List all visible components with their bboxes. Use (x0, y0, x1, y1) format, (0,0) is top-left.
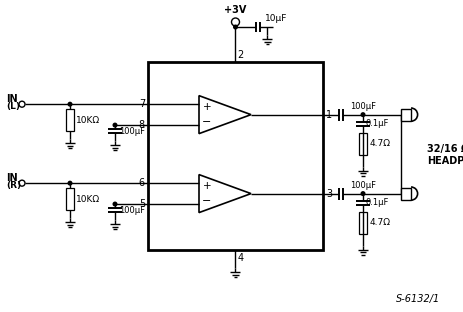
Bar (400, 109, 410, 121)
Text: +: + (202, 102, 211, 112)
Text: (L): (L) (6, 102, 20, 111)
Text: 1: 1 (325, 110, 332, 119)
Bar (358, 212, 366, 234)
Text: 10KΩ: 10KΩ (76, 116, 100, 125)
Text: −: − (202, 196, 211, 206)
Text: IN: IN (6, 173, 18, 183)
Circle shape (113, 202, 117, 206)
Text: +: + (202, 181, 211, 191)
Bar (66, 188, 74, 210)
Text: 4.7Ω: 4.7Ω (369, 139, 390, 148)
Text: 32/16 Ω: 32/16 Ω (426, 144, 463, 154)
Bar (148, 62, 322, 250)
Circle shape (360, 192, 364, 195)
Circle shape (68, 102, 72, 106)
Text: 6: 6 (138, 178, 144, 188)
Text: 10KΩ: 10KΩ (76, 195, 100, 204)
Text: (R): (R) (6, 181, 21, 190)
Text: 0.1μF: 0.1μF (365, 198, 388, 207)
Text: 10μF: 10μF (264, 14, 286, 23)
Text: 4.7Ω: 4.7Ω (369, 218, 390, 227)
Text: +3V: +3V (224, 5, 246, 15)
Text: IN: IN (6, 94, 18, 104)
Text: 2: 2 (237, 50, 243, 60)
Bar (358, 133, 366, 155)
Circle shape (113, 123, 117, 127)
Text: 8: 8 (138, 120, 144, 130)
Text: HEADPHONE: HEADPHONE (426, 156, 463, 166)
Circle shape (360, 113, 364, 116)
Text: 0.1μF: 0.1μF (365, 119, 388, 128)
Text: −: − (202, 117, 211, 127)
Text: 100μF: 100μF (119, 206, 145, 215)
Text: 7: 7 (138, 99, 144, 109)
Text: 5: 5 (138, 199, 144, 209)
Text: 100μF: 100μF (119, 127, 145, 136)
Text: 4: 4 (237, 253, 243, 263)
Circle shape (233, 25, 237, 29)
Text: 100μF: 100μF (349, 181, 375, 190)
Text: S-6132/1: S-6132/1 (395, 294, 439, 304)
Circle shape (68, 181, 72, 185)
Text: 100μF: 100μF (349, 102, 375, 111)
Bar (400, 188, 410, 200)
Bar (66, 109, 74, 131)
Text: 3: 3 (325, 188, 332, 199)
